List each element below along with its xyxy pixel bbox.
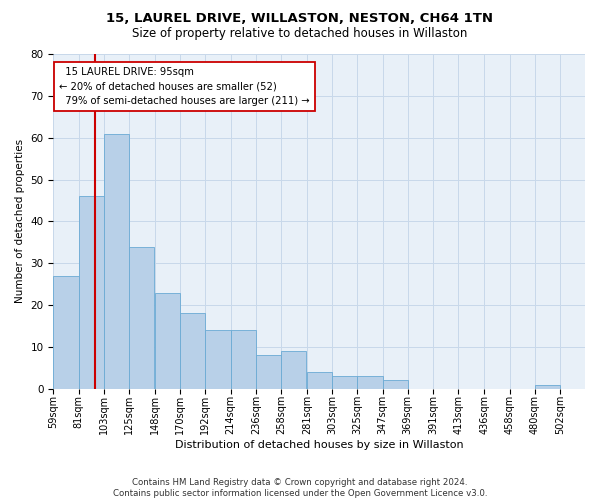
Bar xyxy=(535,384,560,389)
Bar xyxy=(332,376,358,389)
Bar xyxy=(383,380,408,389)
Bar xyxy=(79,196,104,389)
Y-axis label: Number of detached properties: Number of detached properties xyxy=(15,140,25,304)
Text: 15 LAUREL DRIVE: 95sqm
← 20% of detached houses are smaller (52)
  79% of semi-d: 15 LAUREL DRIVE: 95sqm ← 20% of detached… xyxy=(59,66,310,106)
Bar xyxy=(181,314,205,389)
Bar xyxy=(129,246,154,389)
Bar xyxy=(104,134,129,389)
Bar xyxy=(256,356,281,389)
Bar xyxy=(205,330,230,389)
Bar xyxy=(230,330,256,389)
Text: 15, LAUREL DRIVE, WILLASTON, NESTON, CH64 1TN: 15, LAUREL DRIVE, WILLASTON, NESTON, CH6… xyxy=(107,12,493,26)
Text: Contains HM Land Registry data © Crown copyright and database right 2024.
Contai: Contains HM Land Registry data © Crown c… xyxy=(113,478,487,498)
Bar xyxy=(307,372,332,389)
X-axis label: Distribution of detached houses by size in Willaston: Distribution of detached houses by size … xyxy=(175,440,464,450)
Bar xyxy=(155,292,181,389)
Text: Size of property relative to detached houses in Willaston: Size of property relative to detached ho… xyxy=(133,28,467,40)
Bar xyxy=(53,276,79,389)
Bar xyxy=(281,351,306,389)
Bar xyxy=(358,376,383,389)
